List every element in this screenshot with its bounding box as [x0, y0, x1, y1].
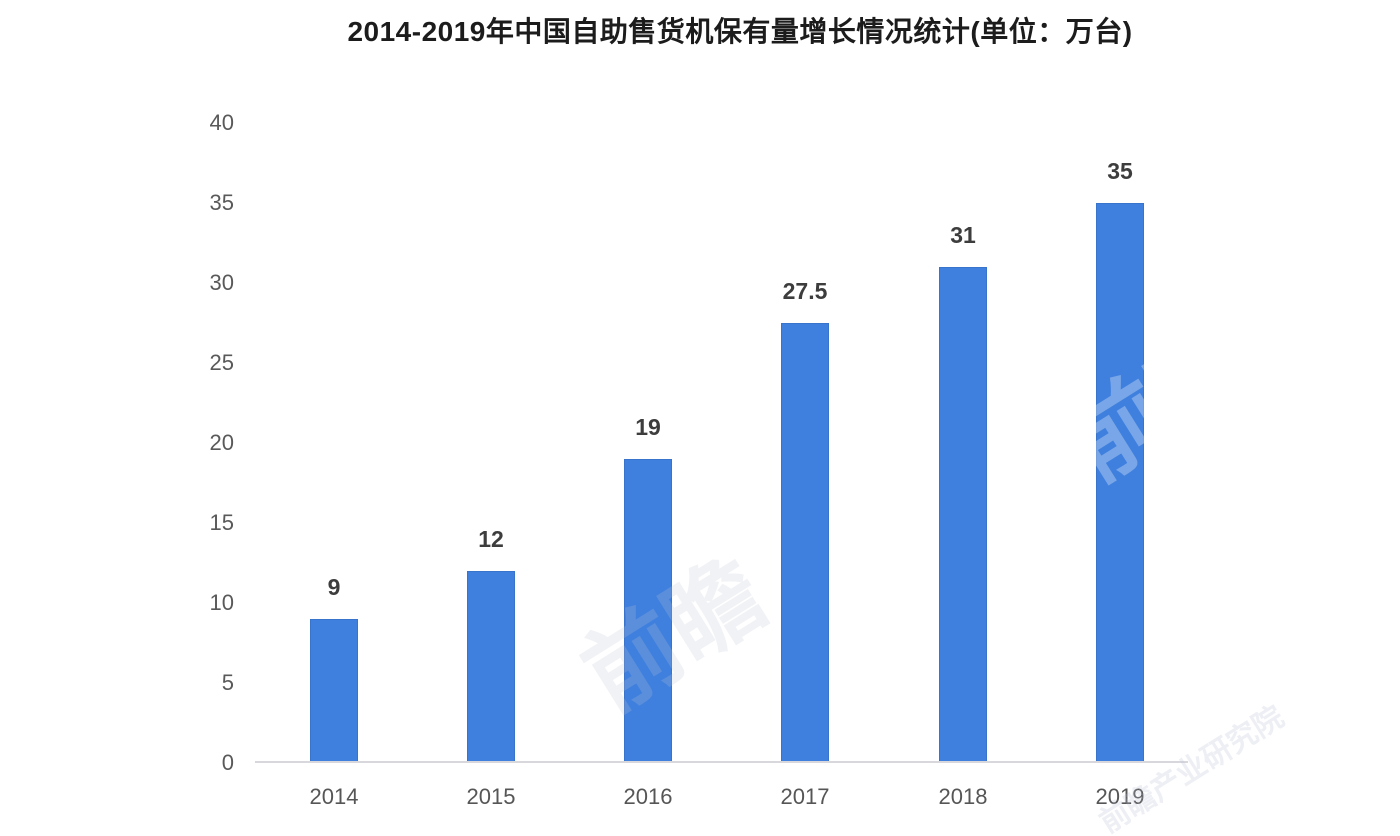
x-tick-label: 2014 — [309, 784, 359, 809]
y-tick-label: 10 — [209, 590, 234, 615]
y-tick-label: 5 — [221, 670, 234, 695]
x-axis-line — [255, 761, 1188, 763]
watermark-text: 前瞻 — [1050, 310, 1269, 502]
bar-2016 — [624, 459, 672, 763]
x-tick-label: 2019 — [1095, 784, 1145, 809]
chart-title: 2014-2019年中国自助售货机保有量增长情况统计(单位：万台) — [347, 16, 1133, 47]
y-tick-label: 20 — [209, 430, 234, 455]
bar-2017 — [781, 323, 829, 763]
bar-2014 — [310, 619, 358, 763]
y-tick-label: 25 — [209, 350, 234, 375]
bar-value-label: 35 — [1107, 158, 1133, 184]
bar-2018 — [939, 267, 987, 763]
y-tick-label: 40 — [209, 110, 234, 135]
x-tick-label: 2018 — [938, 784, 988, 809]
x-tick-label: 2015 — [466, 784, 516, 809]
bar-value-label: 9 — [327, 574, 341, 600]
y-tick-label: 15 — [209, 510, 234, 535]
y-tick-label: 30 — [209, 270, 234, 295]
x-tick-label: 2017 — [780, 784, 830, 809]
bar-2019 — [1096, 203, 1144, 763]
y-tick-label: 0 — [221, 750, 234, 775]
x-tick-label: 2016 — [623, 784, 673, 809]
bar-value-label: 31 — [950, 222, 976, 248]
bar-value-label: 27.5 — [782, 278, 828, 304]
bar-value-label: 19 — [635, 414, 661, 440]
y-tick-label: 35 — [209, 190, 234, 215]
bar-value-label: 12 — [478, 526, 504, 552]
bar-2015 — [467, 571, 515, 763]
